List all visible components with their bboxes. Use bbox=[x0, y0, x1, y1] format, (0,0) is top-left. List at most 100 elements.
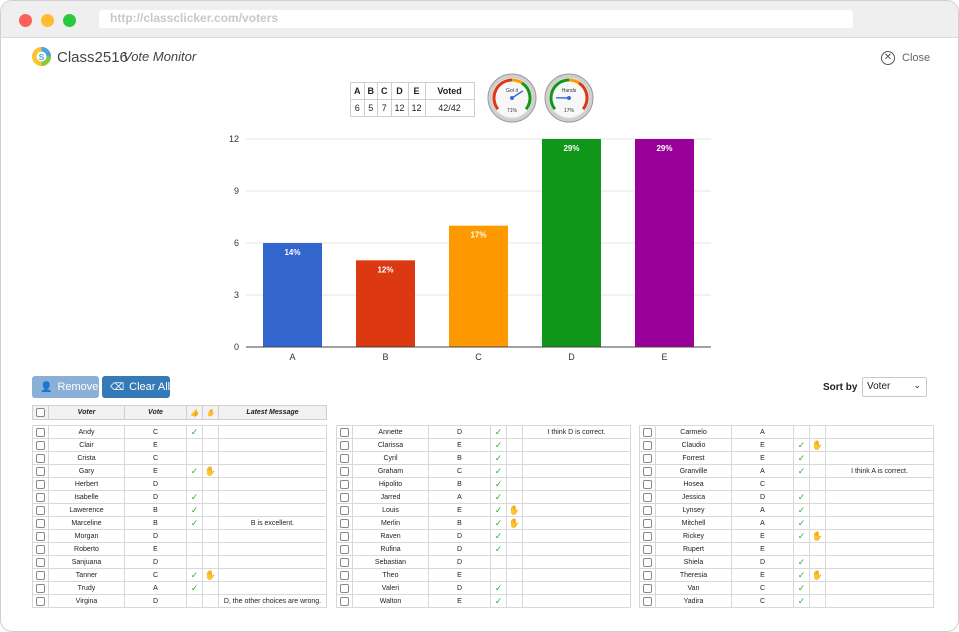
row-checkbox[interactable] bbox=[336, 425, 353, 439]
got-it-cell: ✓ bbox=[793, 581, 810, 595]
voter-row[interactable]: Lynsey A ✓ bbox=[639, 503, 934, 517]
remove-button[interactable]: 👤 Remove bbox=[32, 376, 99, 398]
vote-column-header[interactable]: Vote bbox=[124, 405, 187, 420]
voter-row[interactable]: Shiela D ✓ bbox=[639, 555, 934, 569]
url-bar[interactable]: http://classclicker.com/voters bbox=[99, 10, 853, 28]
row-checkbox[interactable] bbox=[639, 438, 656, 452]
row-checkbox[interactable] bbox=[639, 581, 656, 595]
voter-row[interactable]: Rupert E bbox=[639, 542, 934, 556]
voter-row[interactable]: Claudio E ✓ ✋ bbox=[639, 438, 934, 452]
voter-row[interactable]: Jessica D ✓ bbox=[639, 490, 934, 504]
voter-row[interactable]: Gary E ✓ ✋ bbox=[32, 464, 327, 478]
voter-column-header[interactable]: Voter bbox=[48, 405, 125, 420]
voter-row[interactable]: Roberto E bbox=[32, 542, 327, 556]
voter-row[interactable]: Annette D ✓ I think D is correct. bbox=[336, 425, 631, 439]
row-checkbox[interactable] bbox=[32, 425, 49, 439]
voter-row[interactable]: Rufina D ✓ bbox=[336, 542, 631, 556]
row-checkbox[interactable] bbox=[336, 568, 353, 582]
row-checkbox[interactable] bbox=[336, 477, 353, 491]
close-button[interactable]: ✕ Close bbox=[881, 50, 930, 66]
voter-name: Theresia bbox=[655, 568, 732, 582]
voter-row[interactable]: Hipolito B ✓ bbox=[336, 477, 631, 491]
voter-row[interactable]: Morgan D bbox=[32, 529, 327, 543]
row-checkbox[interactable] bbox=[639, 451, 656, 465]
row-checkbox[interactable] bbox=[639, 568, 656, 582]
row-checkbox[interactable] bbox=[32, 568, 49, 582]
row-checkbox[interactable] bbox=[32, 516, 49, 530]
row-checkbox[interactable] bbox=[336, 555, 353, 569]
voter-row[interactable]: Isabelle D ✓ bbox=[32, 490, 327, 504]
row-checkbox[interactable] bbox=[639, 529, 656, 543]
voter-row[interactable]: Clair E bbox=[32, 438, 327, 452]
voter-row[interactable]: Forrest E ✓ bbox=[639, 451, 934, 465]
voter-row[interactable]: Walton E ✓ bbox=[336, 594, 631, 608]
voter-row[interactable]: Marceline B ✓ B is excellent. bbox=[32, 516, 327, 530]
row-checkbox[interactable] bbox=[639, 425, 656, 439]
row-checkbox[interactable] bbox=[336, 542, 353, 556]
voter-row[interactable]: Theresia E ✓ ✋ bbox=[639, 568, 934, 582]
voter-row[interactable]: Clarissa E ✓ bbox=[336, 438, 631, 452]
row-checkbox[interactable] bbox=[639, 594, 656, 608]
voter-row[interactable]: Raven D ✓ bbox=[336, 529, 631, 543]
voter-row[interactable]: Sebastian D bbox=[336, 555, 631, 569]
row-checkbox[interactable] bbox=[336, 516, 353, 530]
row-checkbox[interactable] bbox=[32, 477, 49, 491]
voter-row[interactable]: Yadira C ✓ bbox=[639, 594, 934, 608]
voter-row[interactable]: Theo E bbox=[336, 568, 631, 582]
row-checkbox[interactable] bbox=[639, 503, 656, 517]
voter-row[interactable]: Louis E ✓ ✋ bbox=[336, 503, 631, 517]
row-checkbox[interactable] bbox=[32, 451, 49, 465]
row-checkbox[interactable] bbox=[336, 490, 353, 504]
voter-row[interactable]: Virgina D D, the other choices are wrong. bbox=[32, 594, 327, 608]
maximize-window-dot[interactable] bbox=[63, 14, 76, 27]
voter-row[interactable]: Herbert D bbox=[32, 477, 327, 491]
row-checkbox[interactable] bbox=[32, 503, 49, 517]
row-checkbox[interactable] bbox=[336, 451, 353, 465]
voter-row[interactable]: Lawerence B ✓ bbox=[32, 503, 327, 517]
voter-row[interactable]: Van C ✓ bbox=[639, 581, 934, 595]
row-checkbox[interactable] bbox=[336, 529, 353, 543]
message-column-header[interactable]: Latest Message bbox=[218, 405, 327, 420]
row-checkbox[interactable] bbox=[336, 438, 353, 452]
row-checkbox[interactable] bbox=[639, 516, 656, 530]
clear-all-button[interactable]: ⌫ Clear All bbox=[102, 376, 170, 398]
row-checkbox[interactable] bbox=[336, 464, 353, 478]
row-checkbox[interactable] bbox=[336, 503, 353, 517]
row-checkbox[interactable] bbox=[32, 542, 49, 556]
row-checkbox[interactable] bbox=[639, 542, 656, 556]
voter-row[interactable]: Carmelo A bbox=[639, 425, 934, 439]
voter-row[interactable]: Sanjuana D bbox=[32, 555, 327, 569]
select-all-checkbox[interactable] bbox=[32, 405, 49, 420]
voter-row[interactable]: Rickey E ✓ ✋ bbox=[639, 529, 934, 543]
voter-row[interactable]: Tanner C ✓ ✋ bbox=[32, 568, 327, 582]
voter-name: Sebastian bbox=[352, 555, 429, 569]
row-checkbox[interactable] bbox=[639, 490, 656, 504]
voter-row[interactable]: Crista C bbox=[32, 451, 327, 465]
voter-row[interactable]: Cyril B ✓ bbox=[336, 451, 631, 465]
sort-select[interactable]: Voter ⌄ bbox=[862, 377, 927, 397]
voter-row[interactable]: Granville A ✓ I think A is correct. bbox=[639, 464, 934, 478]
row-checkbox[interactable] bbox=[32, 464, 49, 478]
voter-row[interactable]: Merlin B ✓ ✋ bbox=[336, 516, 631, 530]
row-checkbox[interactable] bbox=[32, 555, 49, 569]
row-checkbox[interactable] bbox=[639, 477, 656, 491]
row-checkbox[interactable] bbox=[32, 529, 49, 543]
voter-row[interactable]: Graham C ✓ bbox=[336, 464, 631, 478]
row-checkbox[interactable] bbox=[32, 490, 49, 504]
row-checkbox[interactable] bbox=[32, 438, 49, 452]
row-checkbox[interactable] bbox=[336, 594, 353, 608]
minimize-window-dot[interactable] bbox=[41, 14, 54, 27]
row-checkbox[interactable] bbox=[336, 581, 353, 595]
voter-row[interactable]: Valeri D ✓ bbox=[336, 581, 631, 595]
close-window-dot[interactable] bbox=[19, 14, 32, 27]
voter-row[interactable]: Mitchell A ✓ bbox=[639, 516, 934, 530]
voter-row[interactable]: Trudy A ✓ bbox=[32, 581, 327, 595]
voter-row[interactable]: Hosea C bbox=[639, 477, 934, 491]
voter-row[interactable]: Jarred A ✓ bbox=[336, 490, 631, 504]
got-it-cell: ✓ bbox=[186, 503, 203, 517]
row-checkbox[interactable] bbox=[639, 555, 656, 569]
row-checkbox[interactable] bbox=[32, 594, 49, 608]
row-checkbox[interactable] bbox=[639, 464, 656, 478]
voter-row[interactable]: Andy C ✓ bbox=[32, 425, 327, 439]
row-checkbox[interactable] bbox=[32, 581, 49, 595]
